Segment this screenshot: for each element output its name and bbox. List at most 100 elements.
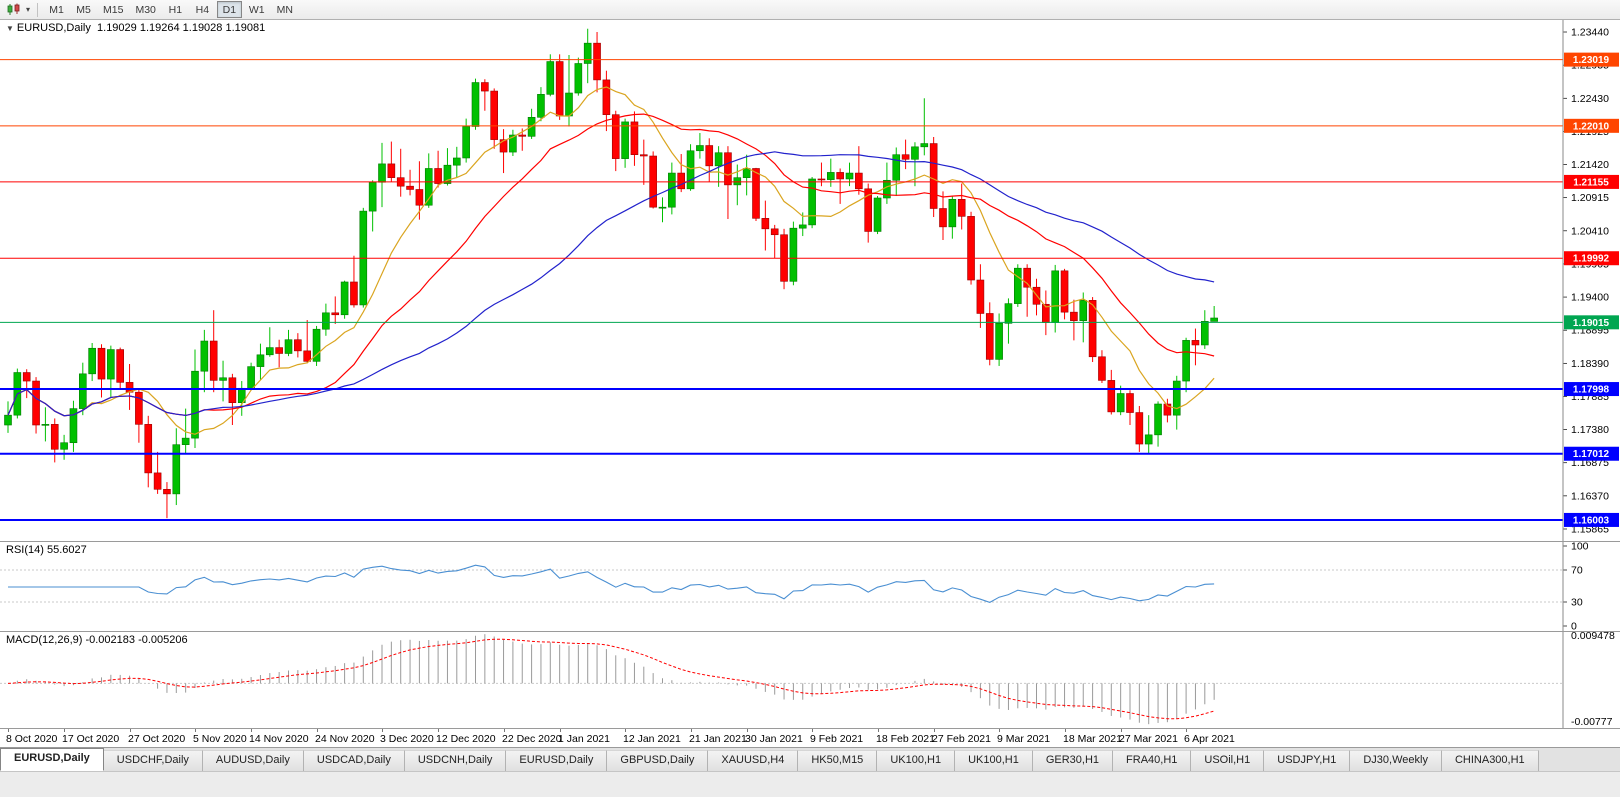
date-label: 30 Jan 2021 — [745, 733, 803, 745]
macd-signal-line — [7, 638, 1215, 720]
svg-text:0.009478: 0.009478 — [1571, 632, 1615, 642]
svg-text:1.16370: 1.16370 — [1571, 490, 1609, 502]
status-bar — [0, 771, 1620, 797]
timeframe-buttons: M1 M5 M15 M30 H1 H4 D1 W1 MN — [43, 1, 299, 18]
tab-xauusd-h4-7[interactable]: XAUUSD,H4 — [708, 750, 799, 771]
svg-text:1.21155: 1.21155 — [1573, 177, 1609, 188]
price-label-1.19992 — [1564, 251, 1619, 266]
rsi-title: RSI(14) 55.6027 — [6, 544, 87, 556]
price-label-1.23019 — [1564, 52, 1619, 67]
rsi-pane[interactable]: 100 70 30 0 RSI(14) 55.6027 — [0, 541, 1620, 631]
symbol-marker-icon: ▼ — [6, 24, 14, 33]
time-axis[interactable]: 8 Oct 2020 17 Oct 2020 27 Oct 2020 5 Nov 20… — [0, 728, 1620, 747]
date-label: 3 Dec 2020 — [380, 733, 434, 745]
macd-chart[interactable]: 0.009478 -0.00777 — [0, 632, 1620, 728]
chart-ohlc-values: 1.19029 1.19264 1.19028 1.19081 — [97, 22, 266, 34]
svg-text:1.22430: 1.22430 — [1571, 93, 1609, 105]
tab-ger30-h1-11[interactable]: GER30,H1 — [1032, 750, 1114, 771]
time-tick — [504, 729, 505, 732]
date-label: 1 Jan 2021 — [558, 733, 610, 745]
date-label: 27 Mar 2021 — [1119, 733, 1178, 745]
tab-uk100-h1-9[interactable]: UK100,H1 — [877, 750, 956, 771]
macd-pane[interactable]: 0.009478 -0.00777 MACD(12,26,9) -0.002183… — [0, 631, 1620, 728]
svg-text:1.19992: 1.19992 — [1573, 254, 1610, 265]
tab-usdcnh-daily-4[interactable]: USDCNH,Daily — [404, 750, 507, 771]
time-tick — [64, 729, 65, 732]
date-label: 14 Nov 2020 — [249, 733, 309, 745]
time-tick — [999, 729, 1000, 732]
timeframe-button-h1[interactable]: H1 — [168, 3, 183, 16]
time-tick — [747, 729, 748, 732]
svg-text:1.21420: 1.21420 — [1571, 159, 1609, 171]
timeframe-button-d1[interactable]: D1 — [216, 1, 242, 18]
tab-gbpusd-daily-6[interactable]: GBPUSD,Daily — [607, 750, 709, 771]
date-label: 8 Oct 2020 — [6, 733, 58, 745]
timeframe-button-w1[interactable]: W1 — [248, 3, 265, 16]
price-label-1.21155 — [1564, 174, 1619, 189]
svg-text:1.18390: 1.18390 — [1571, 358, 1609, 370]
time-tick — [1186, 729, 1187, 732]
date-label: 21 Jan 2021 — [689, 733, 747, 745]
tab-fra40-h1-12[interactable]: FRA40,H1 — [1113, 750, 1192, 771]
tab-eurusd-daily-5[interactable]: EURUSD,Daily — [506, 750, 608, 771]
date-label: 24 Nov 2020 — [315, 733, 375, 745]
timeframe-button-m30[interactable]: M30 — [135, 3, 156, 16]
timeframe-button-h4[interactable]: H4 — [195, 3, 210, 16]
tab-audusd-daily-2[interactable]: AUDUSD,Daily — [202, 750, 304, 771]
chart-ohlc-title: ▼ EURUSD,Daily 1.19029 1.19264 1.19028 1.… — [6, 22, 265, 34]
time-tick — [195, 729, 196, 732]
svg-text:1.19400: 1.19400 — [1571, 292, 1609, 304]
date-label: 17 Oct 2020 — [62, 733, 120, 745]
macd-histogram — [16, 634, 1215, 725]
svg-text:1.23019: 1.23019 — [1573, 55, 1610, 66]
date-label: 18 Mar 2021 — [1063, 733, 1122, 745]
time-tick — [251, 729, 252, 732]
svg-text:1.16003: 1.16003 — [1573, 515, 1610, 526]
tab-usdcad-daily-3[interactable]: USDCAD,Daily — [303, 750, 405, 771]
price-label-1.22010 — [1564, 118, 1619, 133]
date-label: 22 Dec 2020 — [502, 733, 562, 745]
svg-text:30: 30 — [1571, 597, 1583, 609]
timeframe-toolbar: ▾ M1 M5 M15 M30 H1 H4 D1 W1 MN — [0, 0, 1620, 20]
time-tick — [130, 729, 131, 732]
rsi-chart[interactable]: 100 70 30 0 — [0, 542, 1620, 631]
time-tick — [382, 729, 383, 732]
tab-usoil-h1-13[interactable]: USOil,H1 — [1191, 750, 1265, 771]
svg-text:1.17380: 1.17380 — [1571, 424, 1609, 436]
time-tick — [625, 729, 626, 732]
date-label: 5 Nov 2020 — [193, 733, 247, 745]
price-pane[interactable]: 1.234401.229351.224301.219251.214201.209… — [0, 20, 1620, 541]
svg-text:100: 100 — [1571, 542, 1589, 553]
timeframe-button-m5[interactable]: M5 — [76, 3, 91, 16]
price-label-1.19015 — [1564, 315, 1619, 330]
timeframe-button-m15[interactable]: M15 — [103, 3, 124, 16]
chart-dropdown-icon[interactable]: ▾ — [26, 5, 31, 14]
time-tick — [1121, 729, 1122, 732]
time-tick — [560, 729, 561, 732]
svg-text:1.22010: 1.22010 — [1573, 121, 1610, 132]
tab-usdchf-daily-1[interactable]: USDCHF,Daily — [103, 750, 203, 771]
svg-text:70: 70 — [1571, 565, 1583, 577]
toolbar-separator — [37, 2, 39, 17]
date-label: 9 Feb 2021 — [810, 733, 864, 745]
chart-type-icon[interactable] — [4, 2, 24, 18]
svg-text:1.20410: 1.20410 — [1571, 225, 1609, 237]
timeframe-button-mn[interactable]: MN — [276, 3, 293, 16]
time-tick — [934, 729, 935, 732]
date-label: 27 Feb 2021 — [932, 733, 991, 745]
price-label-1.17012 — [1564, 446, 1619, 461]
tab-uk100-h1-10[interactable]: UK100,H1 — [955, 750, 1033, 771]
time-tick — [812, 729, 813, 732]
svg-text:1.23440: 1.23440 — [1571, 27, 1609, 39]
date-label: 12 Dec 2020 — [436, 733, 496, 745]
time-tick — [438, 729, 439, 732]
svg-text:1.17998: 1.17998 — [1573, 385, 1610, 396]
tab-dj30-weekly-15[interactable]: DJ30,Weekly — [1350, 750, 1442, 771]
timeframe-button-m1[interactable]: M1 — [49, 3, 64, 16]
candlestick-series — [4, 28, 1218, 519]
tab-usdjpy-h1-14[interactable]: USDJPY,H1 — [1264, 750, 1351, 771]
tab-hk50-m15-8[interactable]: HK50,M15 — [798, 750, 878, 771]
tab-china300-h1-16[interactable]: CHINA300,H1 — [1441, 750, 1539, 771]
price-chart[interactable]: 1.234401.229351.224301.219251.214201.209… — [0, 20, 1620, 541]
tab-eurusd-daily-0[interactable]: EURUSD,Daily — [0, 748, 104, 771]
